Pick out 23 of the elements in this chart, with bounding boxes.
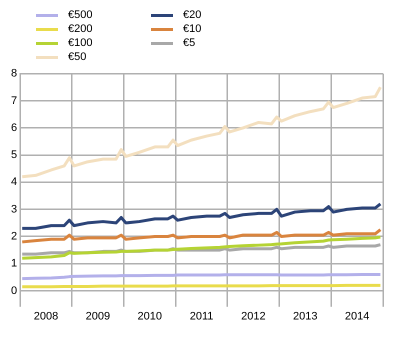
- legend-label: €5: [183, 37, 196, 49]
- y-tick-label: 2: [10, 230, 18, 243]
- legend-label: €200: [68, 23, 92, 35]
- x-tick-label: 2008: [34, 310, 58, 322]
- y-tick-label: 3: [10, 203, 18, 216]
- legend-label: €500: [68, 9, 92, 21]
- x-tick-label: 2009: [86, 310, 110, 322]
- y-tick-label: 1: [10, 258, 18, 270]
- y-tick-label: 7: [10, 94, 18, 107]
- y-tick-label: 4: [10, 176, 18, 188]
- x-tick-label: 2011: [190, 310, 214, 322]
- legend-label: €10: [183, 23, 202, 35]
- x-tick-label: 2012: [241, 310, 266, 322]
- x-tick-label: 2014: [344, 310, 370, 322]
- y-tick-label: 0: [10, 284, 18, 297]
- x-tick-label: 2010: [137, 310, 162, 322]
- legend-label: €50: [68, 51, 86, 63]
- legend-label: €100: [68, 37, 92, 49]
- y-tick-label: 5: [10, 149, 18, 162]
- x-tick-label: 2013: [292, 310, 318, 322]
- legend-label: €20: [183, 9, 202, 21]
- y-tick-label: 8: [10, 68, 18, 80]
- y-tick-label: 6: [10, 122, 18, 134]
